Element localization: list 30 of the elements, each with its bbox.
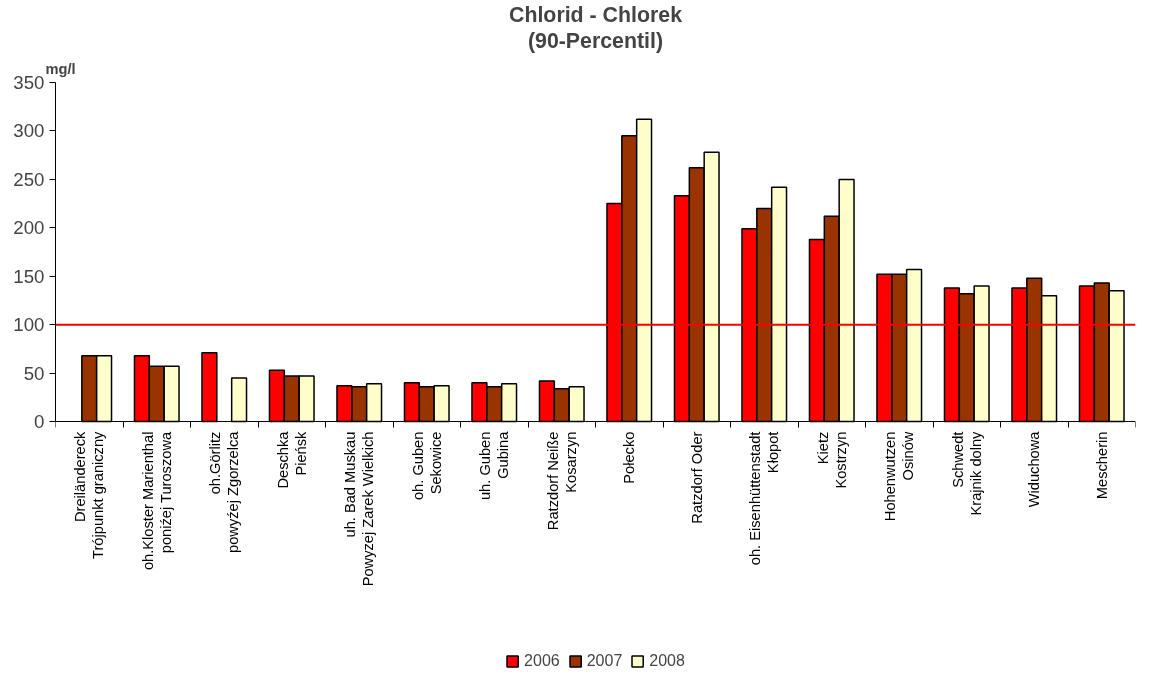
y-tick-label: 0 [34,411,45,433]
chart-title: Chlorid - Chlorek [509,2,683,27]
y-tick-label: 100 [13,314,45,336]
y-tick-label: 200 [13,217,45,239]
legend-label: 2008 [649,652,685,670]
x-tick-label: Kietz Kostrzyn [814,431,849,489]
legend-label: 2006 [524,652,560,670]
x-tick-label: Połecko [621,431,638,484]
chart-subtitle: (90-Percentil) [527,28,664,53]
x-tick-label: uh. Bad Muskau Powyzej Zarek Wielkich [342,431,377,587]
x-tick-label: Widuchowa [1026,430,1043,508]
x-tick-label: oh. Eisenhüttenstadt Kłopot [747,431,782,566]
x-tick-label: Schwedt Krajnik dolny [949,430,984,516]
y-tick-label: 250 [13,168,45,190]
y-tick-label: 150 [13,265,45,287]
y-tick-label: 50 [23,362,45,384]
x-tick-label: Hohenwutzen Osinów [882,431,917,522]
x-tick-label: Ratzdorf Neiße Kosarzyn [544,431,579,531]
y-tick-label: 300 [13,120,45,142]
y-axis-title: mg/l [45,60,76,77]
legend-label: 2007 [586,652,623,670]
x-tick-label: oh.Kloster Marienthal poniźej Turoszowa [139,431,174,571]
x-tick-label: uh. Guben Gubina [477,430,512,501]
x-tick-label: Ratzdorf Oder [688,431,705,524]
x-tick-label: oh. Guben Sekowice [409,431,444,501]
y-tick-label: 350 [13,72,45,93]
x-tick-label: Deschka Pieńsk [274,430,309,489]
x-tick-label: Dreiländereck Trójpunkt graniczny [72,430,107,559]
x-tick-label: Mescherin [1093,431,1110,500]
x-tick-label: oh.Görlitz powyźej Zgorzelca [207,430,242,553]
